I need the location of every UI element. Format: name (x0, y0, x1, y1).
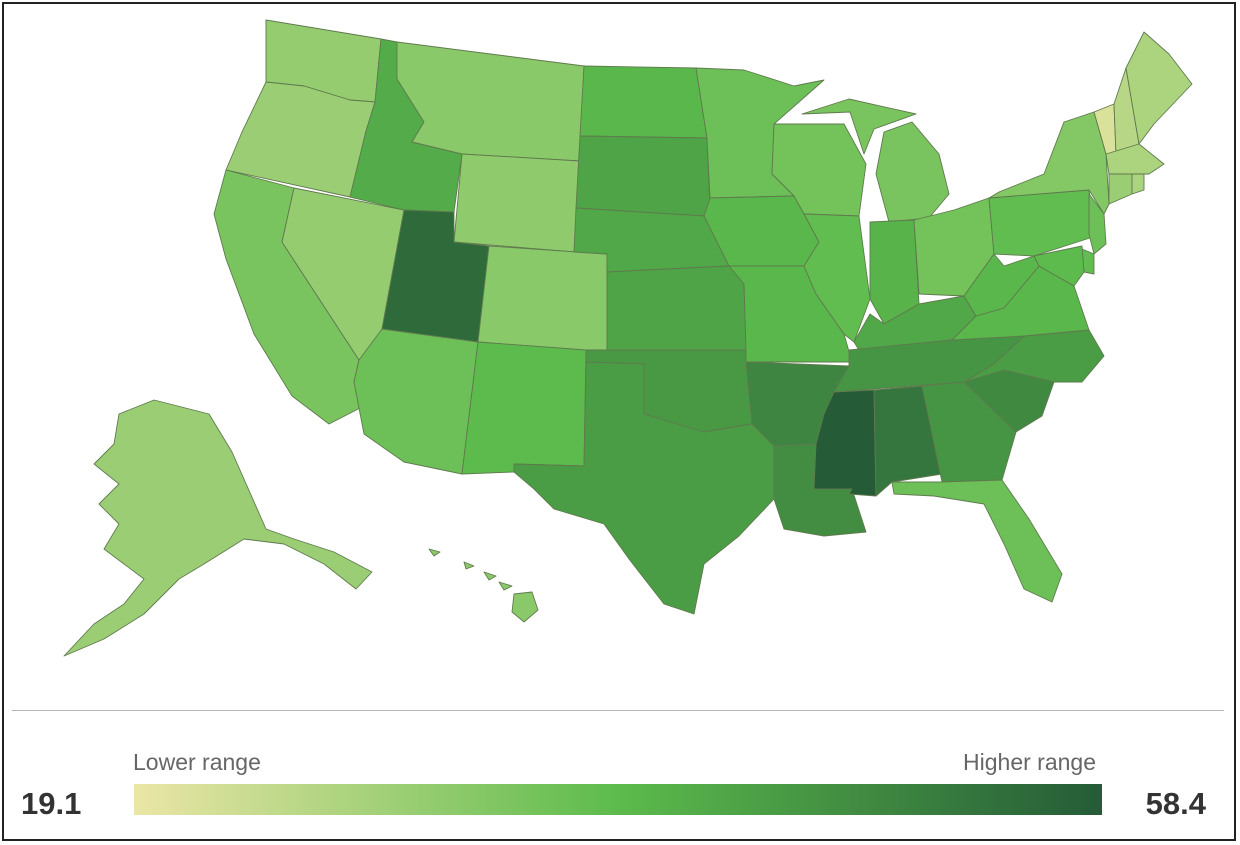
legend-higher-label: Higher range (963, 749, 1096, 775)
state-RI[interactable] (1131, 173, 1145, 195)
state-WY[interactable] (453, 153, 581, 253)
state-MA[interactable] (1105, 143, 1165, 175)
state-HI[interactable] (428, 548, 539, 623)
legend-min-value: 19.1 (21, 786, 82, 821)
state-CT[interactable] (1108, 173, 1133, 205)
legend-lower-label: Lower range (133, 749, 261, 775)
state-SD[interactable] (575, 135, 711, 217)
state-FL[interactable] (891, 479, 1063, 603)
legend-divider (12, 710, 1224, 711)
state-MT[interactable] (396, 41, 585, 162)
state-NJ[interactable] (1088, 193, 1107, 255)
state-KS[interactable] (606, 265, 747, 353)
state-AK[interactable] (63, 399, 373, 657)
us-choropleth-map (4, 4, 1234, 704)
state-NM[interactable] (461, 341, 587, 475)
legend-gradient-bar (134, 784, 1102, 815)
state-ME[interactable] (1125, 31, 1193, 145)
legend-max-value: 58.4 (1145, 786, 1206, 821)
state-AL[interactable] (873, 385, 943, 497)
state-CO[interactable] (477, 245, 608, 353)
state-MI[interactable] (801, 98, 950, 223)
state-MD[interactable] (1033, 245, 1085, 287)
state-GA[interactable] (921, 381, 1017, 483)
state-IL[interactable] (803, 213, 871, 343)
state-TX[interactable] (513, 361, 775, 615)
map-svg (63, 19, 1193, 657)
state-NC[interactable] (963, 329, 1105, 383)
state-ND[interactable] (579, 65, 708, 139)
state-NY[interactable] (988, 111, 1110, 215)
state-AZ[interactable] (353, 328, 479, 475)
